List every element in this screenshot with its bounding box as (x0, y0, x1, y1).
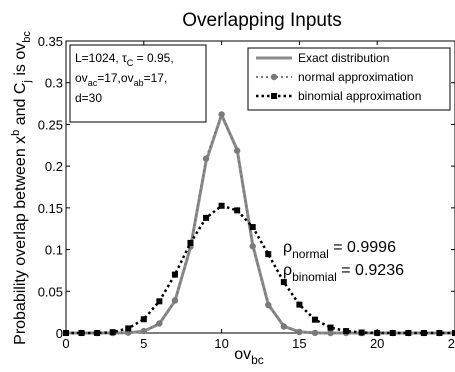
binomial-point (436, 330, 443, 336)
normal-point (280, 323, 288, 330)
x-tick-label: 25 (448, 336, 455, 351)
normal-point (249, 243, 256, 250)
binomial-point (218, 202, 225, 209)
series-line-0 (66, 113, 455, 335)
x-tick-label: 20 (370, 336, 384, 351)
binomial-point (405, 330, 412, 336)
x-tick-label: 0 (62, 336, 69, 351)
binomial-point (452, 330, 455, 336)
binomial-point (420, 330, 427, 336)
binomial-point (249, 224, 256, 231)
y-axis-label: Probability overlap between xb and Cj is… (10, 31, 33, 345)
binomial-point (358, 329, 365, 336)
legend: Exact distribution normal approximation bi… (247, 47, 451, 111)
binomial-point (125, 325, 132, 332)
legend-marker-square (271, 93, 277, 99)
binomial-point (280, 279, 287, 286)
binomial-point (234, 207, 241, 214)
binomial-point (343, 328, 350, 335)
binomial-point (187, 239, 194, 246)
y-tick-label: 0.25 (38, 117, 63, 132)
legend-marker-circle (270, 73, 278, 81)
normal-point (265, 301, 272, 309)
chart-title: Overlapping Inputs (182, 10, 342, 31)
normal-point (171, 297, 179, 304)
binomial-point (327, 324, 334, 331)
binomial-point (265, 251, 272, 258)
normal-point (233, 147, 241, 154)
y-tick-label: 0.35 (38, 34, 63, 49)
binomial-point (374, 329, 381, 336)
y-tick-label: 0.3 (45, 76, 63, 91)
parameter-box-border (69, 44, 207, 123)
binomial-point (311, 316, 318, 323)
binomial-point (389, 330, 396, 336)
legend-label-2: binomial approximation (298, 89, 421, 103)
legend-items: Exact distribution normal approximation bi… (256, 51, 421, 103)
y-tick-label: 0.05 (38, 284, 63, 299)
rho-normal-label: ρnormal = 0.9996 (283, 239, 396, 261)
binomial-point (296, 301, 303, 308)
parameter-box: L=1024, τC = 0.95, ovac=17,ovab=17, d=30 (69, 44, 207, 123)
binomial-point (140, 316, 147, 323)
normal-point (311, 329, 319, 337)
binomial-point (78, 330, 85, 336)
legend-label-1: normal approximation (298, 70, 413, 84)
normal-point (218, 111, 225, 118)
normal-point (202, 155, 210, 162)
y-tick-label: 0.2 (45, 159, 63, 174)
normal-point (296, 328, 303, 336)
x-tick-label: 10 (214, 336, 228, 351)
binomial-point (63, 330, 69, 336)
y-tick-label: 0 (56, 326, 63, 341)
binomial-point (203, 214, 210, 221)
parameter-line-1: L=1024, τC = 0.95, (75, 51, 174, 68)
parameter-line-3: d=30 (75, 91, 102, 105)
legend-label-0: Exact distribution (298, 51, 389, 65)
axis-ticks: 0 5 10 15 20 25 0 0.05 0.1 0.15 0.2 0.25 0.3 0.35 (38, 34, 455, 351)
x-tick-label: 5 (140, 336, 147, 351)
x-tick-label: 15 (292, 336, 306, 351)
rho-binomial-label: ρbinomial = 0.9236 (283, 262, 404, 284)
plot-frame (65, 40, 455, 334)
series-line-1 (66, 113, 455, 334)
normal-point (140, 327, 147, 335)
binomial-point (94, 330, 101, 336)
binomial-point (171, 271, 178, 278)
normal-point (156, 320, 163, 327)
y-tick-label: 0.1 (45, 243, 63, 258)
parameter-line-2: ovac=17,ovab=17, (75, 71, 167, 88)
binomial-point (109, 329, 116, 336)
series-layer (62, 111, 455, 337)
y-tick-label: 0.15 (38, 201, 63, 216)
normal-point (327, 329, 334, 337)
x-axis-label: ovbc (234, 346, 264, 367)
binomial-point (156, 298, 163, 305)
